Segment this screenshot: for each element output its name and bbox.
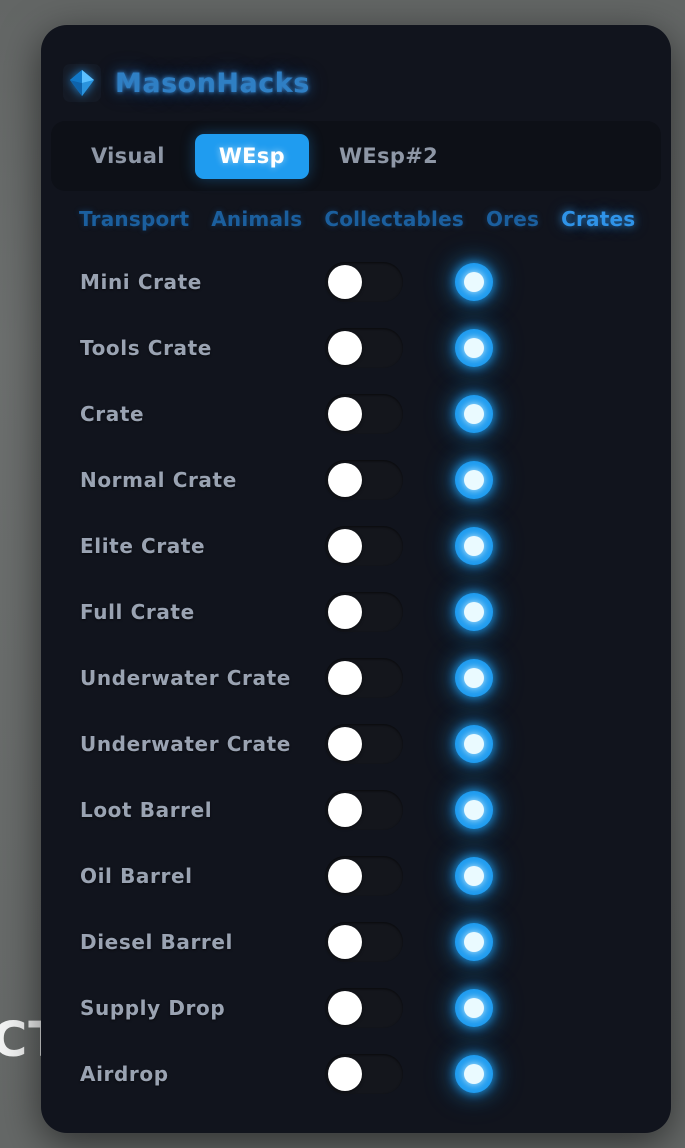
masonhacks-panel: MasonHacks Visual WEsp WEsp#2 Transport …: [41, 25, 671, 1133]
option-radio[interactable]: [455, 989, 493, 1027]
option-row: Loot Barrel: [41, 777, 671, 843]
option-label: Underwater Crate: [80, 666, 291, 690]
option-row: Diesel Barrel: [41, 909, 671, 975]
toggle-knob: [328, 1057, 362, 1091]
toggle-knob: [328, 991, 362, 1025]
option-radio[interactable]: [455, 593, 493, 631]
toggle-knob: [328, 793, 362, 827]
toggle-knob: [328, 595, 362, 629]
tab-wesp2[interactable]: WEsp#2: [338, 143, 439, 168]
option-radio[interactable]: [455, 527, 493, 565]
option-label: Diesel Barrel: [80, 930, 233, 954]
option-row: Crate: [41, 381, 671, 447]
toggle-knob: [328, 925, 362, 959]
option-radio[interactable]: [455, 791, 493, 829]
option-row: Elite Crate: [41, 513, 671, 579]
radio-core: [464, 998, 484, 1018]
panel-header: MasonHacks: [41, 25, 671, 113]
option-radio[interactable]: [455, 659, 493, 697]
option-label: Normal Crate: [80, 468, 237, 492]
option-row: Underwater Crate: [41, 645, 671, 711]
radio-core: [464, 734, 484, 754]
option-radio[interactable]: [455, 725, 493, 763]
app-title: MasonHacks: [115, 67, 310, 99]
option-radio[interactable]: [455, 329, 493, 367]
option-radio[interactable]: [455, 923, 493, 961]
option-label: Oil Barrel: [80, 864, 193, 888]
option-label: Full Crate: [80, 600, 195, 624]
option-toggle[interactable]: [325, 328, 403, 368]
radio-core: [464, 404, 484, 424]
option-label: Elite Crate: [80, 534, 206, 558]
option-radio[interactable]: [455, 263, 493, 301]
radio-core: [464, 272, 484, 292]
option-label: Airdrop: [80, 1062, 169, 1086]
option-row: Airdrop: [41, 1041, 671, 1107]
toggle-knob: [328, 397, 362, 431]
option-list: Mini Crate Tools Crate Crate Normal Crate El…: [41, 243, 671, 1107]
subnav-item-collectables[interactable]: Collectables: [324, 207, 464, 231]
option-row: Oil Barrel: [41, 843, 671, 909]
radio-core: [464, 602, 484, 622]
toggle-knob: [328, 265, 362, 299]
option-toggle[interactable]: [325, 988, 403, 1028]
tab-visual[interactable]: Visual: [91, 143, 165, 168]
radio-core: [464, 536, 484, 556]
radio-core: [464, 866, 484, 886]
option-label: Mini Crate: [80, 270, 202, 294]
radio-core: [464, 800, 484, 820]
option-row: Underwater Crate: [41, 711, 671, 777]
diamond-gem-icon: [63, 64, 101, 102]
subnav-item-crates[interactable]: Crates: [561, 207, 636, 231]
toggle-knob: [328, 331, 362, 365]
option-toggle[interactable]: [325, 394, 403, 434]
option-label: Loot Barrel: [80, 798, 213, 822]
radio-core: [464, 1064, 484, 1084]
option-toggle[interactable]: [325, 724, 403, 764]
option-toggle[interactable]: [325, 658, 403, 698]
option-toggle[interactable]: [325, 1054, 403, 1094]
option-toggle[interactable]: [325, 922, 403, 962]
subnav-item-transport[interactable]: Transport: [79, 207, 190, 231]
option-radio[interactable]: [455, 857, 493, 895]
option-toggle[interactable]: [325, 526, 403, 566]
toggle-knob: [328, 727, 362, 761]
option-toggle[interactable]: [325, 460, 403, 500]
option-label: Crate: [80, 402, 145, 426]
option-radio[interactable]: [455, 1055, 493, 1093]
option-toggle[interactable]: [325, 592, 403, 632]
tab-wesp[interactable]: WEsp: [194, 133, 309, 179]
tab-bar: Visual WEsp WEsp#2: [51, 121, 661, 191]
option-label: Supply Drop: [80, 996, 226, 1020]
sub-navigation: Transport Animals Collectables Ores Crat…: [41, 191, 671, 243]
option-radio[interactable]: [455, 461, 493, 499]
radio-core: [464, 470, 484, 490]
option-row: Normal Crate: [41, 447, 671, 513]
option-toggle[interactable]: [325, 856, 403, 896]
toggle-knob: [328, 661, 362, 695]
toggle-knob: [328, 463, 362, 497]
option-label: Tools Crate: [80, 336, 212, 360]
radio-core: [464, 668, 484, 688]
option-row: Mini Crate: [41, 249, 671, 315]
subnav-item-ores[interactable]: Ores: [485, 207, 540, 231]
option-row: Supply Drop: [41, 975, 671, 1041]
radio-core: [464, 338, 484, 358]
option-toggle[interactable]: [325, 262, 403, 302]
option-row: Tools Crate: [41, 315, 671, 381]
radio-core: [464, 932, 484, 952]
option-label: Underwater Crate: [80, 732, 291, 756]
option-row: Full Crate: [41, 579, 671, 645]
option-toggle[interactable]: [325, 790, 403, 830]
subnav-item-animals[interactable]: Animals: [211, 207, 303, 231]
toggle-knob: [328, 859, 362, 893]
option-radio[interactable]: [455, 395, 493, 433]
toggle-knob: [328, 529, 362, 563]
